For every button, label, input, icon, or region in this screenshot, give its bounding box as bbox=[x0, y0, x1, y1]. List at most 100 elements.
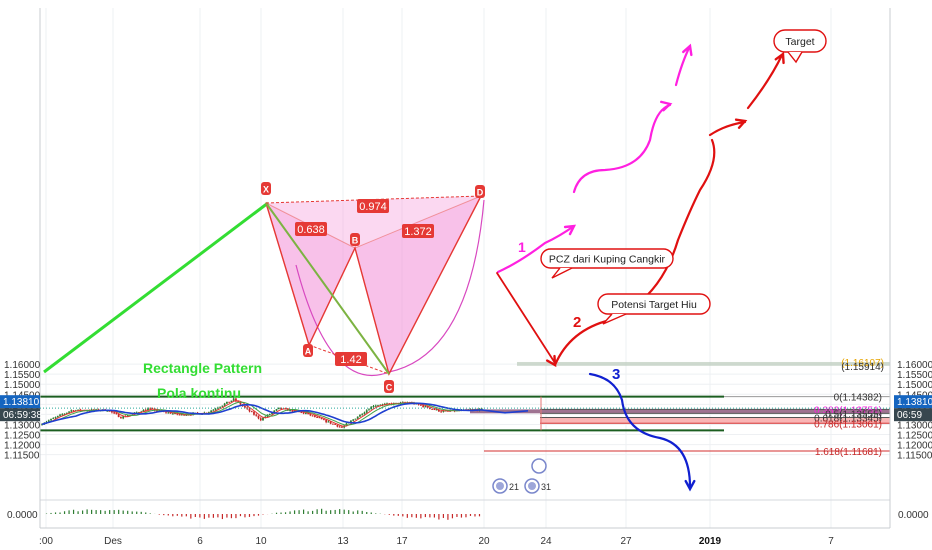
candle-body bbox=[377, 405, 379, 407]
target-callout: Target bbox=[773, 29, 827, 64]
candle-body bbox=[273, 410, 276, 413]
candle-body bbox=[332, 423, 334, 425]
candle-body bbox=[120, 417, 122, 419]
pattern-point-D: D bbox=[475, 185, 485, 198]
candle-body bbox=[304, 413, 307, 415]
red-arrow-up-3 bbox=[746, 53, 784, 110]
candle-body bbox=[280, 407, 282, 409]
candle-body bbox=[144, 409, 147, 411]
hiu-callout: Potensi Target Hiu bbox=[597, 293, 711, 325]
event-marker-0[interactable]: 21 bbox=[492, 478, 519, 494]
candle-body bbox=[68, 411, 70, 413]
candle-body bbox=[165, 411, 167, 413]
price-zones: 0(1.14382)0.382(1.13751)0.5(1.13555)0.61… bbox=[40, 358, 890, 458]
svg-text:06:59: 06:59 bbox=[897, 410, 922, 421]
candle-body bbox=[221, 405, 224, 407]
x-tick-6: 20 bbox=[478, 536, 490, 547]
y-tick-right-7: 1.12500 bbox=[897, 431, 932, 442]
x-tick-10: 7 bbox=[828, 536, 834, 547]
event-marker-1[interactable]: 31 bbox=[524, 478, 551, 494]
candle-body bbox=[437, 409, 440, 412]
candle-body bbox=[228, 401, 231, 403]
candle-body bbox=[248, 408, 251, 412]
candle-body bbox=[61, 414, 64, 416]
moving-average-9 bbox=[41, 401, 482, 426]
x-tick-0: :00 bbox=[39, 536, 53, 547]
candle-body bbox=[178, 414, 181, 416]
pattern-ratio-3: 1.42 bbox=[335, 352, 367, 366]
candle-body bbox=[235, 398, 237, 402]
pattern-point-B: B bbox=[350, 233, 360, 246]
svg-text:Target: Target bbox=[785, 36, 814, 48]
y-tick-left-2: 1.15000 bbox=[4, 380, 41, 391]
y-tick-right-0: 1.16000 bbox=[897, 360, 932, 371]
candle-body bbox=[350, 420, 352, 423]
x-tick-3: 10 bbox=[255, 536, 267, 547]
y-tick-right-1: 1.15500 bbox=[897, 370, 932, 381]
candle-body bbox=[361, 414, 364, 416]
target-zone-box bbox=[517, 361, 890, 366]
red-arrow-up-3-head bbox=[774, 51, 785, 65]
candle-body bbox=[77, 409, 79, 411]
candle-body bbox=[334, 423, 337, 425]
fib-label-0: 0(1.14382) bbox=[834, 393, 882, 404]
candle-body bbox=[72, 410, 75, 412]
fib-label-5: 1.618(1.11681) bbox=[815, 447, 882, 458]
candle-body bbox=[262, 417, 264, 421]
magenta-arrow-1-head bbox=[563, 224, 577, 236]
candle-body bbox=[291, 409, 294, 412]
svg-text:06:59:38: 06:59:38 bbox=[3, 410, 42, 421]
candle-body bbox=[210, 410, 213, 413]
candle-body bbox=[47, 420, 50, 422]
candle-body bbox=[115, 413, 118, 415]
y-tick-right-8: 1.12000 bbox=[897, 441, 932, 452]
red-arrow-down bbox=[496, 272, 556, 364]
candle-body bbox=[70, 410, 73, 412]
fib-label-4: 0.786(1.13061) bbox=[814, 419, 882, 430]
y-tick-left-8: 1.12000 bbox=[4, 441, 41, 452]
candle-body bbox=[237, 401, 240, 403]
flag-icon[interactable] bbox=[531, 458, 547, 474]
fib-label-1: 0.382(1.13751) bbox=[814, 405, 882, 416]
pattern-fill-xbd bbox=[266, 196, 481, 248]
candle-body bbox=[158, 410, 161, 412]
candle-body bbox=[316, 416, 319, 418]
svg-text:1.13810: 1.13810 bbox=[897, 397, 932, 408]
x-tick-4: 13 bbox=[337, 536, 349, 547]
candle-body bbox=[442, 410, 445, 412]
candle-body bbox=[56, 415, 59, 418]
pattern-xc-line bbox=[265, 202, 390, 375]
candle-body bbox=[122, 416, 125, 419]
red-arrow-up-1 bbox=[553, 138, 716, 367]
candle-body bbox=[383, 403, 386, 405]
candle-body bbox=[50, 418, 52, 421]
candle-body bbox=[277, 407, 280, 410]
candle-body bbox=[352, 419, 355, 421]
scenario-2-label: 2 bbox=[573, 314, 581, 331]
candle-body bbox=[180, 414, 183, 416]
uptrend-channel-line bbox=[43, 201, 269, 374]
candle-body bbox=[214, 408, 217, 410]
pcz-callout: PCZ dari Kuping Cangkir bbox=[540, 248, 674, 279]
candle-body bbox=[232, 398, 235, 401]
candle-body bbox=[259, 418, 262, 421]
candle-body bbox=[440, 411, 443, 413]
candle-body bbox=[368, 409, 370, 411]
countdown-tag-right: 06:59 bbox=[894, 408, 932, 422]
scenario-3-label: 3 bbox=[612, 366, 620, 383]
candle-body bbox=[363, 412, 366, 415]
svg-text:21: 21 bbox=[509, 482, 519, 492]
candle-body bbox=[341, 426, 343, 428]
y-tick-left-0: 1.16000 bbox=[4, 360, 41, 371]
rectangle-pattern-label: Rectangle Pattern bbox=[143, 360, 262, 376]
pattern-point-X: X bbox=[261, 182, 271, 195]
fib-label-2: 0.5(1.13555) bbox=[825, 409, 882, 420]
grid-lines bbox=[40, 8, 890, 528]
candle-body bbox=[257, 415, 260, 419]
candle-body bbox=[108, 410, 111, 412]
candle-body bbox=[293, 410, 296, 412]
price-tag-right: 1.13810 bbox=[894, 395, 932, 409]
candle-body bbox=[244, 406, 246, 408]
